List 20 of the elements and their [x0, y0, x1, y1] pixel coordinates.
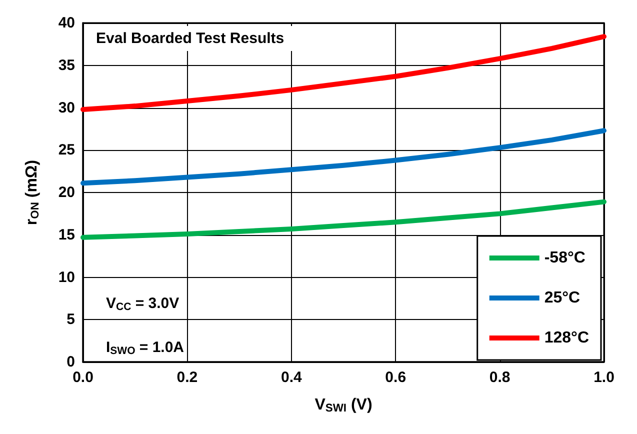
legend-label: -58°C — [544, 250, 586, 266]
x-tick-label: 0.6 — [385, 369, 406, 386]
chart-title: Eval Boarded Test Results — [96, 30, 284, 47]
y-tick-label: 25 — [58, 142, 75, 159]
legend-label: 25°C — [544, 290, 581, 306]
legend-label: 128°C — [544, 330, 590, 346]
y-tick-label: 15 — [58, 226, 75, 244]
y-tick-label: 5 — [66, 311, 75, 328]
y-axis-title: rON (mΩ) — [23, 160, 42, 226]
y-tick-label: 10 — [58, 268, 75, 286]
x-tick-label: 0.8 — [489, 369, 510, 386]
y-tick-label: 20 — [58, 184, 75, 201]
y-tick-label: 30 — [58, 99, 75, 116]
y-tick-label: 0 — [66, 354, 75, 370]
y-tick-label: 35 — [58, 56, 75, 74]
y-tick-label: 40 — [58, 14, 75, 32]
x-tick-label: 1.0 — [594, 369, 614, 386]
x-tick-label: 0.0 — [72, 369, 94, 386]
x-tick-label: 0.2 — [176, 369, 198, 386]
x-tick-label: 0.4 — [280, 369, 302, 386]
